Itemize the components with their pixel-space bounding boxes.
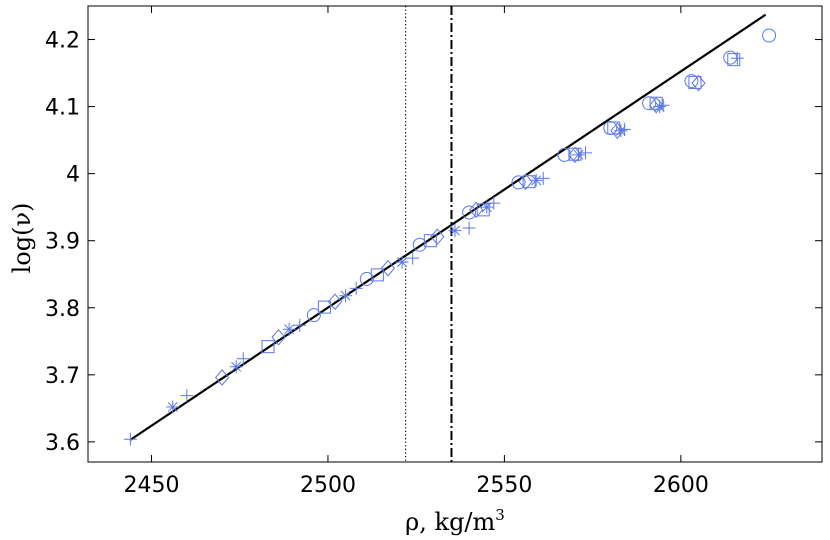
data-point-square (476, 203, 490, 217)
data-points (123, 28, 777, 446)
x-tick-label: 2550 (476, 473, 532, 498)
data-point-square (522, 175, 536, 189)
data-point-square (649, 96, 663, 110)
x-tick-label: 2500 (300, 473, 356, 498)
data-point-star (395, 255, 409, 269)
data-point-plus (180, 389, 194, 403)
data-point-star (529, 173, 543, 187)
data-point-circle (603, 121, 618, 136)
data-point-star (282, 322, 296, 336)
reference-lines (404, 6, 453, 462)
data-point-plus (236, 352, 250, 366)
data-point-plus (487, 196, 501, 210)
axis-ticks: 2450 2500 2550 2600 3.6 3.7 3.8 3.9 4 4.1 4.2 (45, 6, 822, 498)
data-point-diamond (691, 74, 706, 92)
data-point-star (572, 148, 586, 162)
data-point-plus (406, 251, 420, 265)
data-point-circle (306, 308, 321, 323)
y-tick-label: 3.8 (45, 297, 80, 322)
data-point-star (339, 289, 353, 303)
data-point-square (688, 75, 702, 89)
y-tick-label: 4.2 (45, 29, 80, 54)
y-tick-label: 3.6 (45, 431, 80, 456)
data-point-diamond (610, 122, 625, 139)
data-point-diamond (648, 96, 664, 114)
data-point-square (568, 147, 582, 161)
data-point-plus (349, 281, 363, 295)
data-point-circle (684, 74, 699, 89)
data-point-star (653, 100, 667, 114)
data-point-circle (557, 147, 572, 162)
data-point-diamond (518, 173, 533, 190)
data-point-plus (462, 221, 476, 235)
data-point-circle (723, 50, 738, 65)
data-point-plus (293, 318, 307, 332)
data-point-circle (642, 96, 657, 111)
data-point-star (614, 124, 628, 138)
x-axis-label-sup: 3 (495, 506, 505, 524)
data-point-square (317, 300, 331, 314)
data-point-star (229, 360, 243, 374)
data-point-circle (762, 28, 777, 43)
data-point-star (166, 400, 180, 414)
data-point-diamond (469, 201, 484, 219)
data-point-circle (412, 237, 427, 252)
data-point-star (448, 224, 462, 238)
fit-line-layer (129, 13, 767, 441)
data-point-circle (511, 175, 526, 190)
y-tick-label: 4 (66, 163, 80, 188)
x-tick-label: 2450 (124, 473, 180, 498)
x-axis-label: ρ, kg/m3 (405, 506, 505, 536)
data-point-diamond (327, 293, 343, 310)
y-tick-label: 3.7 (45, 364, 80, 389)
y-tick-label: 4.1 (45, 96, 80, 121)
x-tick-label: 2600 (653, 473, 709, 498)
data-point-diamond (430, 228, 445, 245)
y-tick-label: 3.9 (45, 230, 80, 255)
data-point-plus (123, 432, 137, 446)
data-point-square (261, 340, 275, 354)
data-point-plus (536, 171, 550, 185)
fit-line (129, 13, 767, 441)
data-point-square (727, 53, 741, 67)
data-point-diamond (271, 329, 286, 346)
data-point-circle (359, 271, 374, 286)
data-point-diamond (380, 259, 396, 277)
data-point-diamond (214, 369, 230, 386)
x-axis-label-text: ρ, kg/m (405, 508, 495, 536)
plot-area-frame (87, 5, 823, 463)
data-point-star (480, 200, 494, 214)
y-axis-label: log(ν) (8, 203, 36, 274)
data-point-circle (462, 205, 477, 220)
